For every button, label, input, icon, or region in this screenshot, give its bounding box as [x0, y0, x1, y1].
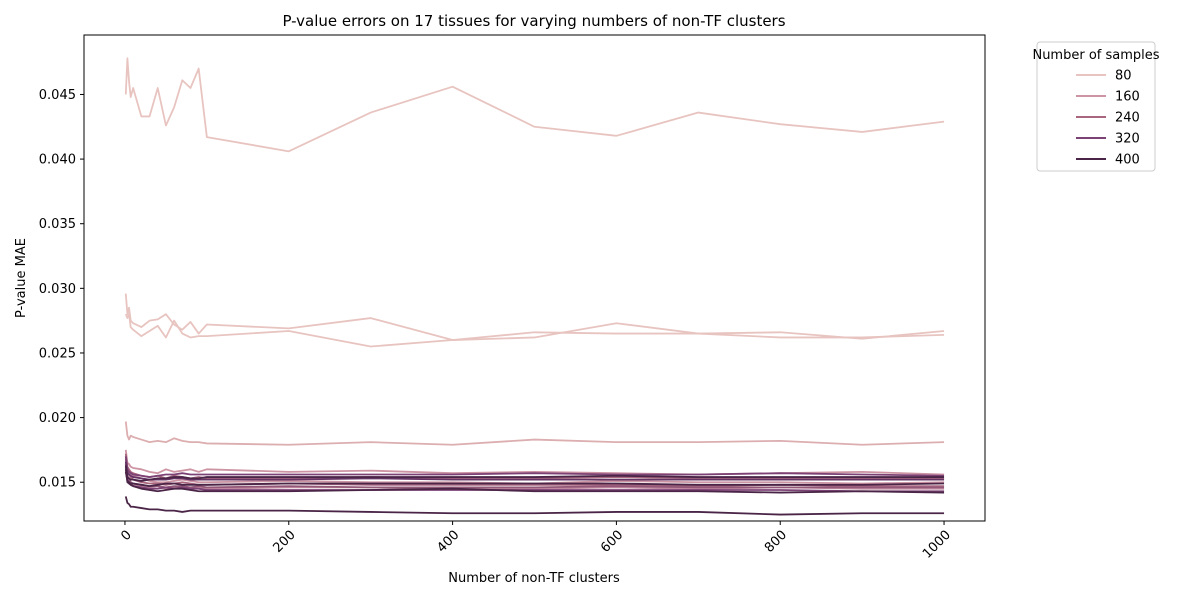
series-line-13	[124, 461, 945, 481]
legend-title: Number of samples	[1032, 48, 1159, 63]
series-line-2	[124, 293, 945, 341]
legend-entries: 80 160 240 320 400	[1076, 69, 1140, 168]
series-line-17	[124, 496, 945, 516]
legend-frame	[1036, 41, 1156, 172]
legend: Number of samples 80 160 240 320 400	[1032, 41, 1160, 172]
plot-frame	[83, 34, 986, 522]
legend-label: 400	[1115, 153, 1140, 168]
y-axis-label: P-value MAE	[14, 238, 29, 318]
x-axis-label: Number of non-TF clusters	[448, 571, 620, 586]
series-line-3	[124, 313, 945, 348]
y-tick-label: 0.045	[39, 88, 76, 103]
y-tick-label: 0.040	[39, 153, 76, 168]
y-axis: 0.015 0.020 0.025 0.030 0.035 0.040 0.045	[39, 88, 84, 491]
y-tick-label: 0.020	[39, 411, 76, 426]
y-tick-label: 0.015	[39, 476, 76, 491]
y-tick-label: 0.035	[39, 217, 76, 232]
legend-label: 320	[1115, 132, 1140, 147]
y-tick-label: 0.030	[39, 282, 76, 297]
series-line-1	[124, 57, 945, 153]
series-line-14	[124, 469, 945, 494]
y-tick-label: 0.025	[39, 346, 76, 361]
series-line-11	[124, 456, 945, 478]
series-line-16	[124, 471, 945, 488]
legend-label: 80	[1115, 69, 1132, 84]
series-line-15	[124, 465, 945, 482]
series-line-4	[124, 421, 945, 446]
legend-label: 240	[1115, 111, 1140, 126]
chart-title: P-value errors on 17 tissues for varying…	[282, 12, 785, 30]
series-layer	[124, 57, 945, 516]
legend-label: 160	[1115, 90, 1140, 105]
